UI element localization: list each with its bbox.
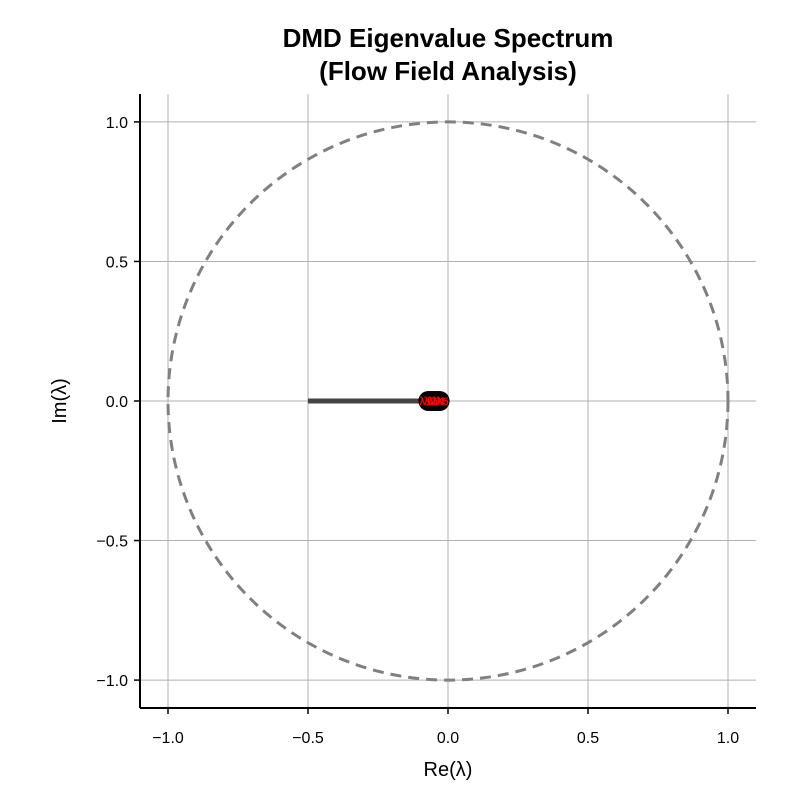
y-tick-label-1: −0.5 — [96, 534, 128, 551]
tick-labels: −1.0 −0.5 0.0 0.5 1.0 −1.0 −0.5 0.0 0.5 1.0 — [96, 115, 739, 747]
eigenvalue-label-1: λ1 — [419, 396, 431, 408]
x-tick-label-2: 0.0 — [437, 730, 459, 747]
y-tick-label-4: 1.0 — [106, 115, 128, 132]
x-tick-label-0: −1.0 — [152, 730, 184, 747]
unit-circle — [166, 120, 730, 682]
chart-title-line-2: (Flow Field Analysis) — [319, 56, 577, 86]
x-tick-label-3: 0.5 — [577, 730, 599, 747]
eigenvalue-point-5 — [429, 391, 450, 411]
y-axis-label: Im(λ) — [49, 378, 71, 424]
unit-circle-layer — [166, 120, 730, 682]
eigenvalue-label-2: λ2 — [424, 396, 436, 408]
x-tick-label-1: −0.5 — [292, 730, 324, 747]
chart-title-line-1: DMD Eigenvalue Spectrum — [283, 23, 614, 53]
eigenvalue-label-5: λ5 — [436, 396, 448, 408]
eigenvalue-label-4: λ4 — [432, 396, 445, 408]
x-tick-label-4: 1.0 — [717, 730, 739, 747]
axes — [134, 94, 756, 714]
y-tick-label-3: 0.5 — [106, 254, 128, 271]
eigenvalue-label-3: λ3 — [428, 396, 440, 408]
y-tick-label-0: −1.0 — [96, 673, 128, 690]
x-axis-label: Re(λ) — [424, 759, 473, 781]
y-tick-label-2: 0.0 — [106, 394, 128, 411]
